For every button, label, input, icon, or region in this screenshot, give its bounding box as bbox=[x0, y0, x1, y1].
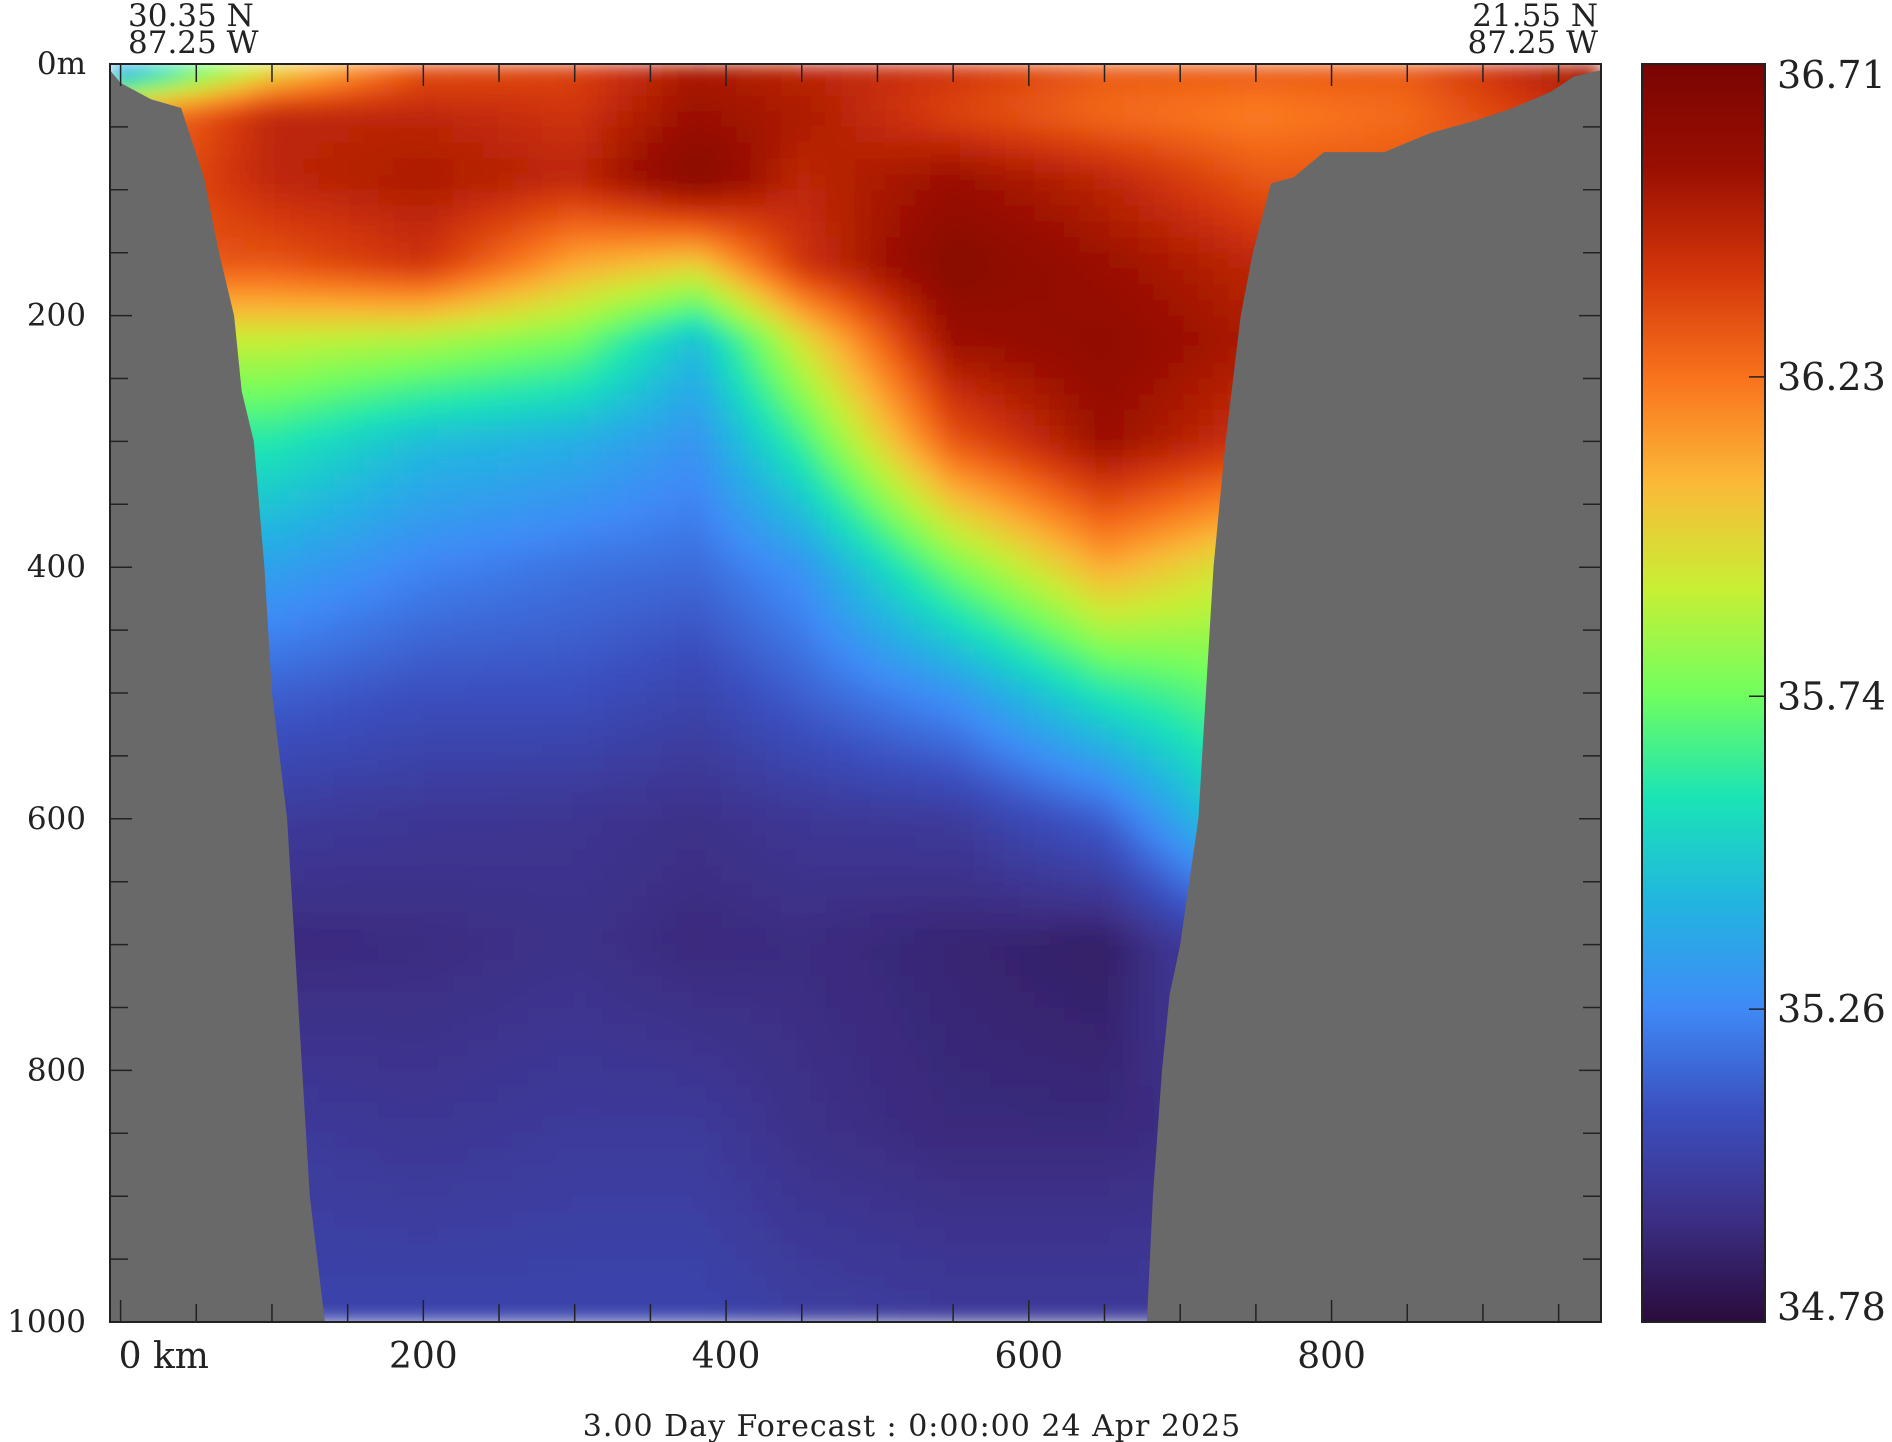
y-axis-ticks: 0m 200 400 600 800 1000 bbox=[7, 46, 1601, 1340]
y-tick-label: 0m bbox=[37, 46, 86, 82]
y-tick-label: 1000 bbox=[7, 1304, 86, 1340]
left-longitude-label: 87.25 W bbox=[128, 25, 259, 61]
colorbar-frame bbox=[1641, 63, 1766, 1323]
land-mask-left bbox=[110, 70, 325, 1322]
colorbar-ticks: 36.71 36.23 35.74 35.26 34.78 bbox=[1749, 53, 1886, 1329]
colorbar-tick-label: 36.23 bbox=[1777, 355, 1886, 399]
y-tick-label: 600 bbox=[27, 801, 86, 837]
x-axis-ticks: 0 km 200 400 600 800 bbox=[119, 64, 1560, 1377]
y-tick-label: 400 bbox=[27, 549, 86, 585]
colorbar-tick-label: 35.74 bbox=[1777, 674, 1886, 718]
x-tick-label: 600 bbox=[994, 1336, 1063, 1377]
left-latitude-label: 30.35 N bbox=[128, 0, 254, 34]
land-mask-right bbox=[1146, 70, 1601, 1322]
x-tick-label: 800 bbox=[1297, 1336, 1366, 1377]
colorbar-gradient bbox=[1642, 64, 1765, 1322]
colorbar-tick-label: 34.78 bbox=[1777, 1285, 1886, 1329]
x-tick-label: 200 bbox=[389, 1336, 458, 1377]
right-longitude-label: 87.25 W bbox=[1468, 25, 1599, 61]
y-tick-label: 200 bbox=[27, 298, 86, 334]
forecast-caption: 3.00 Day Forecast : 0:00:00 24 Apr 2025 bbox=[583, 1409, 1241, 1442]
plot-area bbox=[110, 64, 1601, 1322]
right-latitude-label: 21.55 N bbox=[1472, 0, 1598, 34]
x-tick-label: 400 bbox=[692, 1336, 761, 1377]
x-tick-label: 0 km bbox=[119, 1336, 209, 1377]
colorbar-tick-label: 35.26 bbox=[1777, 987, 1886, 1031]
colorbar-tick-label: 36.71 bbox=[1777, 53, 1886, 97]
colorbar: 36.71 36.23 35.74 35.26 34.78 bbox=[1641, 53, 1886, 1329]
y-tick-label: 800 bbox=[27, 1052, 86, 1088]
